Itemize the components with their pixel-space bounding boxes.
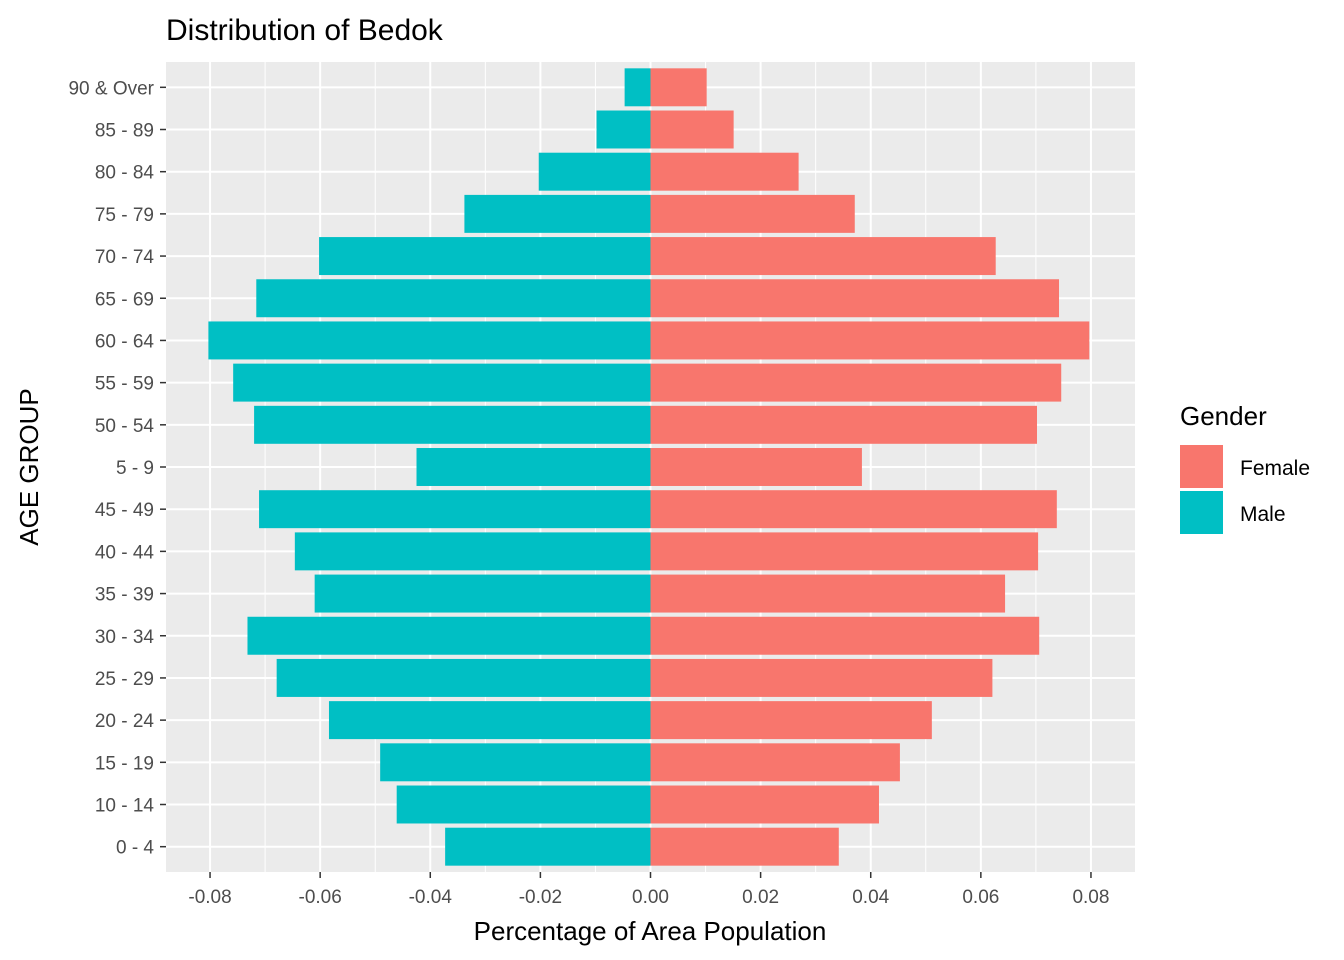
y-tick-label: 25 - 29	[95, 669, 154, 690]
bar-male	[256, 279, 651, 318]
bar-female	[650, 321, 1090, 360]
bars	[208, 68, 1090, 866]
bar-male	[416, 448, 651, 486]
bar-female	[650, 68, 707, 107]
bar-female	[650, 405, 1037, 444]
y-tick-label: 55 - 59	[95, 374, 154, 395]
legend: Gender Female Male	[1180, 401, 1310, 534]
y-axis: 0 - 4 10 - 14 15 - 19 20 - 24 25 - 29 30 - 34…	[68, 78, 166, 859]
x-tick-label: 0.00	[632, 887, 669, 908]
x-tick-label: -0.08	[188, 887, 231, 908]
bar-male	[538, 152, 651, 191]
y-tick-label: 15 - 19	[95, 753, 154, 774]
y-tick-label: 0 - 4	[116, 838, 154, 859]
bar-female	[650, 363, 1062, 402]
bar-female	[650, 532, 1039, 571]
bar-male	[276, 658, 651, 697]
y-tick-label: 45 - 49	[95, 500, 154, 521]
bar-female	[650, 574, 1006, 613]
y-tick-label: 35 - 39	[95, 585, 154, 606]
x-tick-label: 0.08	[1072, 887, 1109, 908]
bar-female	[650, 827, 839, 866]
y-tick-label: 10 - 14	[95, 796, 155, 817]
bar-male	[294, 532, 651, 571]
bar-female	[650, 785, 879, 824]
bar-male	[254, 405, 651, 444]
chart-title: Distribution of Bedok	[166, 14, 444, 47]
legend-label-female: Female	[1240, 457, 1310, 480]
bar-female	[650, 658, 993, 697]
x-axis: -0.08 -0.06 -0.04 -0.02 0.00 0.02 0.04 0.06 0.08	[188, 872, 1109, 908]
y-tick-label: 60 - 64	[95, 331, 155, 352]
y-tick-label: 20 - 24	[95, 711, 155, 732]
legend-label-male: Male	[1240, 503, 1286, 526]
x-axis-title: Percentage of Area Population	[474, 916, 827, 946]
y-tick-label: 85 - 89	[95, 121, 154, 142]
bar-male	[445, 827, 651, 866]
bar-male	[464, 194, 651, 233]
bar-female	[650, 194, 855, 233]
y-tick-label: 80 - 84	[95, 163, 155, 184]
y-axis-title: AGE GROUP	[14, 388, 44, 545]
bar-male	[208, 321, 651, 360]
bar-female	[650, 110, 734, 149]
bar-female	[650, 616, 1040, 655]
bar-female	[650, 152, 799, 191]
x-tick-label: 0.06	[962, 887, 999, 908]
y-tick-label: 30 - 34	[95, 627, 155, 648]
y-tick-label: 65 - 69	[95, 289, 154, 310]
bar-male	[233, 363, 651, 402]
y-tick-label: 50 - 54	[95, 416, 155, 437]
bar-male	[259, 490, 651, 529]
bar-male	[328, 701, 651, 740]
x-tick-label: -0.06	[299, 887, 342, 908]
bar-female	[650, 743, 900, 782]
bar-female	[650, 237, 996, 276]
bar-male	[380, 743, 651, 782]
legend-title: Gender	[1180, 401, 1267, 431]
bar-male	[319, 237, 651, 276]
bar-male	[624, 68, 651, 107]
x-tick-label: -0.02	[519, 887, 562, 908]
bar-male	[314, 574, 651, 613]
y-tick-label: 5 - 9	[116, 458, 154, 479]
legend-key-female	[1180, 445, 1223, 488]
y-tick-label: 75 - 79	[95, 205, 154, 226]
bar-female	[650, 279, 1060, 318]
bar-female	[650, 448, 862, 486]
legend-key-male	[1180, 491, 1223, 534]
x-tick-label: -0.04	[409, 887, 453, 908]
bar-male	[247, 616, 651, 655]
bar-male	[596, 110, 651, 149]
bar-female	[650, 701, 932, 740]
y-tick-label: 90 & Over	[68, 78, 154, 99]
y-tick-label: 40 - 44	[95, 542, 155, 563]
bar-male	[396, 785, 651, 824]
bar-female	[650, 490, 1057, 529]
y-tick-label: 70 - 74	[95, 247, 155, 268]
x-tick-label: 0.02	[742, 887, 779, 908]
x-tick-label: 0.04	[852, 887, 889, 908]
